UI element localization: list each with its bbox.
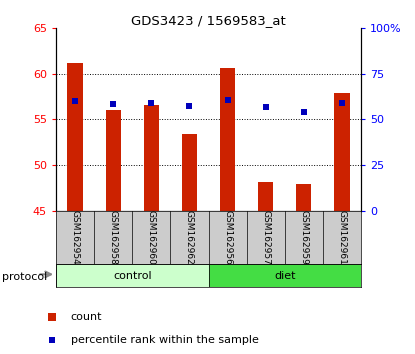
- Text: GSM162957: GSM162957: [261, 210, 270, 265]
- Text: GSM162960: GSM162960: [147, 210, 156, 265]
- Bar: [296, 184, 312, 211]
- Bar: [105, 110, 121, 211]
- Text: GSM162959: GSM162959: [299, 210, 308, 265]
- Text: GSM162962: GSM162962: [185, 210, 194, 265]
- Bar: [258, 182, 273, 211]
- Text: GSM162958: GSM162958: [109, 210, 118, 265]
- Bar: [68, 63, 83, 211]
- Bar: [334, 93, 349, 211]
- Text: diet: diet: [274, 271, 295, 281]
- Bar: [144, 105, 159, 211]
- Bar: [56, 264, 209, 287]
- Text: GSM162954: GSM162954: [71, 210, 80, 265]
- Bar: [209, 264, 361, 287]
- Bar: [182, 134, 197, 211]
- Title: GDS3423 / 1569583_at: GDS3423 / 1569583_at: [131, 14, 286, 27]
- Text: protocol: protocol: [2, 272, 47, 282]
- Text: count: count: [71, 312, 102, 322]
- Text: percentile rank within the sample: percentile rank within the sample: [71, 335, 259, 346]
- Text: GSM162956: GSM162956: [223, 210, 232, 265]
- Bar: [220, 68, 235, 211]
- Text: control: control: [113, 271, 151, 281]
- Text: GSM162961: GSM162961: [337, 210, 347, 265]
